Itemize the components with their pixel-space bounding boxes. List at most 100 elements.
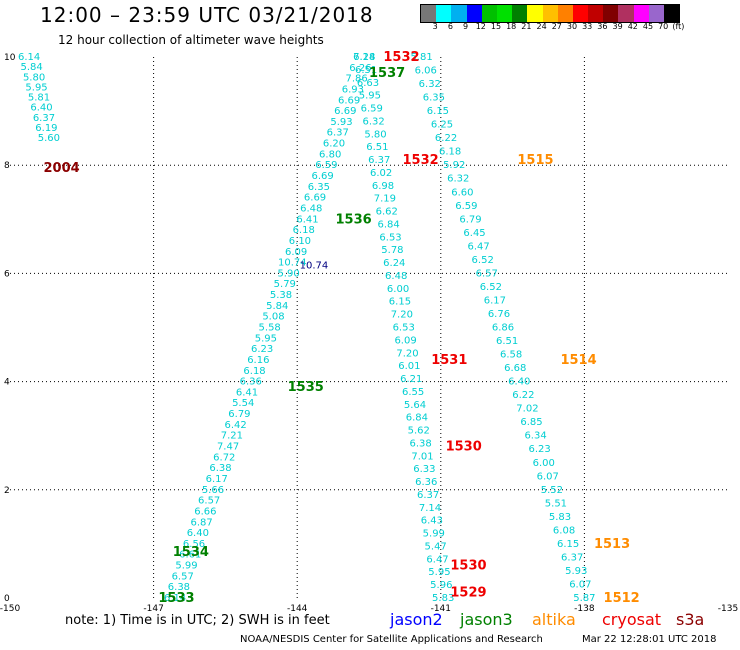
swh-value: 5.81 bbox=[28, 93, 50, 104]
swh-value: 5.84 bbox=[20, 62, 42, 73]
pass-label: 1514 bbox=[560, 353, 596, 368]
swh-value: 6.84 bbox=[406, 413, 428, 424]
swh-value: 6.23 bbox=[251, 344, 273, 355]
scale-label: 3 bbox=[432, 22, 438, 31]
swh-value: 6.56 bbox=[183, 539, 205, 550]
swh-value: 5.81 bbox=[411, 52, 433, 63]
swh-value: 6.62 bbox=[376, 207, 398, 218]
swh-value: 6.60 bbox=[451, 187, 473, 198]
swh-value: 6.21 bbox=[400, 374, 422, 385]
swh-value: 6.58 bbox=[500, 350, 522, 361]
scale-swatch bbox=[542, 5, 558, 22]
swh-value: 6.69 bbox=[304, 193, 326, 204]
swh-value: 6.01 bbox=[398, 361, 420, 372]
swh-value: 6.25 bbox=[431, 120, 453, 131]
swh-value: 7.02 bbox=[516, 404, 538, 415]
scale-label: 39 bbox=[612, 22, 623, 31]
swh-value: 6.19 bbox=[35, 123, 57, 134]
swh-value: 5.08 bbox=[262, 312, 284, 323]
swh-value: 6.51 bbox=[355, 65, 377, 76]
swh-value: 5.95 bbox=[255, 333, 277, 344]
swh-value: 6.59 bbox=[361, 104, 383, 115]
scale-swatch bbox=[436, 5, 452, 22]
swh-value: 5.79 bbox=[274, 279, 296, 290]
x-tick-label: -135 bbox=[718, 604, 738, 614]
swh-value: 5.95 bbox=[428, 567, 450, 578]
swh-value: 6.86 bbox=[492, 323, 514, 334]
swh-value: 6.42 bbox=[225, 420, 247, 431]
swh-value: 6.40 bbox=[30, 103, 52, 114]
swh-value: 6.87 bbox=[190, 517, 212, 528]
color-scale-bar bbox=[420, 4, 681, 23]
swh-value: 5.95 bbox=[25, 82, 47, 93]
swh-value: 6.37 bbox=[327, 128, 349, 139]
swh-value: 6.59 bbox=[455, 201, 477, 212]
swh-value: 6.06 bbox=[415, 66, 437, 77]
y-tick-label: 4 bbox=[4, 378, 10, 388]
swh-value: 6.43 bbox=[421, 516, 443, 527]
swh-value: 6.47 bbox=[467, 241, 489, 252]
swh-value: 5.83 bbox=[549, 512, 571, 523]
scale-swatch bbox=[512, 5, 528, 22]
swh-value: 5.80 bbox=[23, 72, 45, 83]
swh-value: 6.40 bbox=[187, 528, 209, 539]
swh-value: 6.08 bbox=[553, 525, 575, 536]
swh-value: 6.02 bbox=[370, 168, 392, 179]
swh-value: 5.93 bbox=[330, 117, 352, 128]
swh-value: 6.00 bbox=[387, 284, 409, 295]
swh-value: 6.38 bbox=[409, 438, 431, 449]
swh-value: 6.61 bbox=[179, 550, 201, 561]
pass-label: 1515 bbox=[517, 153, 553, 168]
x-tick-label: -141 bbox=[431, 604, 451, 614]
swh-value: 6.09 bbox=[394, 335, 416, 346]
swh-value: 5.52 bbox=[541, 485, 563, 496]
swh-value: 6.51 bbox=[496, 336, 518, 347]
swh-value: 6.53 bbox=[379, 232, 401, 243]
swh-value: 6.16 bbox=[247, 355, 269, 366]
y-tick-label: 2 bbox=[4, 486, 10, 496]
satellite-label: jason2 bbox=[390, 610, 443, 629]
swh-value: 6.37 bbox=[368, 155, 390, 166]
swh-value: 6.52 bbox=[480, 282, 502, 293]
swh-value: 6.34 bbox=[524, 431, 546, 442]
swh-value: 6.57 bbox=[198, 496, 220, 507]
satellite-label: jason3 bbox=[460, 610, 513, 629]
swh-value: 7.20 bbox=[391, 310, 413, 321]
swh-value: 6.22 bbox=[512, 390, 534, 401]
page-subtitle: 12 hour collection of altimeter wave hei… bbox=[58, 33, 324, 47]
swh-value: 6.23 bbox=[529, 444, 551, 455]
pass-label: 1532 bbox=[383, 50, 419, 65]
pass-label: 1535 bbox=[288, 380, 324, 395]
scale-swatch bbox=[603, 5, 619, 22]
swh-value: 5.93 bbox=[565, 566, 587, 577]
swh-value: 6.32 bbox=[447, 174, 469, 185]
scale-label: 70 bbox=[658, 22, 669, 31]
swh-value: 6.41 bbox=[296, 214, 318, 225]
scale-label: 15 bbox=[490, 22, 502, 31]
scale-swatch bbox=[481, 5, 497, 22]
pass-label: 1529 bbox=[450, 586, 486, 601]
pass-label: 1512 bbox=[604, 591, 640, 606]
swh-value: 5.99 bbox=[175, 561, 197, 572]
x-tick-label: -138 bbox=[574, 604, 595, 614]
pass-label: 1530 bbox=[450, 559, 486, 574]
pass-label: 1513 bbox=[594, 537, 630, 552]
swh-value: 7.19 bbox=[374, 194, 396, 205]
scale-label: 33 bbox=[582, 22, 593, 31]
swh-value: 5.60 bbox=[38, 133, 60, 144]
swh-value: 5.87 bbox=[573, 593, 595, 604]
swh-value: 6.18 bbox=[243, 366, 265, 377]
swh-value: 5.92 bbox=[443, 160, 465, 171]
swh-value: 6.28 bbox=[353, 52, 375, 63]
swh-value: 6.18 bbox=[439, 147, 461, 158]
swh-value: 6.36 bbox=[240, 377, 262, 388]
credit-line: NOAA/NESDIS Center for Satellite Applica… bbox=[240, 634, 543, 645]
scale-label: 42 bbox=[627, 22, 638, 31]
swh-value: 5.38 bbox=[270, 290, 292, 301]
y-tick-label: 0 bbox=[4, 594, 10, 604]
scale-label: 24 bbox=[536, 22, 547, 31]
swh-value: 6.76 bbox=[488, 309, 510, 320]
satellite-label: altika bbox=[532, 610, 576, 629]
pass-label: 1531 bbox=[431, 353, 467, 368]
